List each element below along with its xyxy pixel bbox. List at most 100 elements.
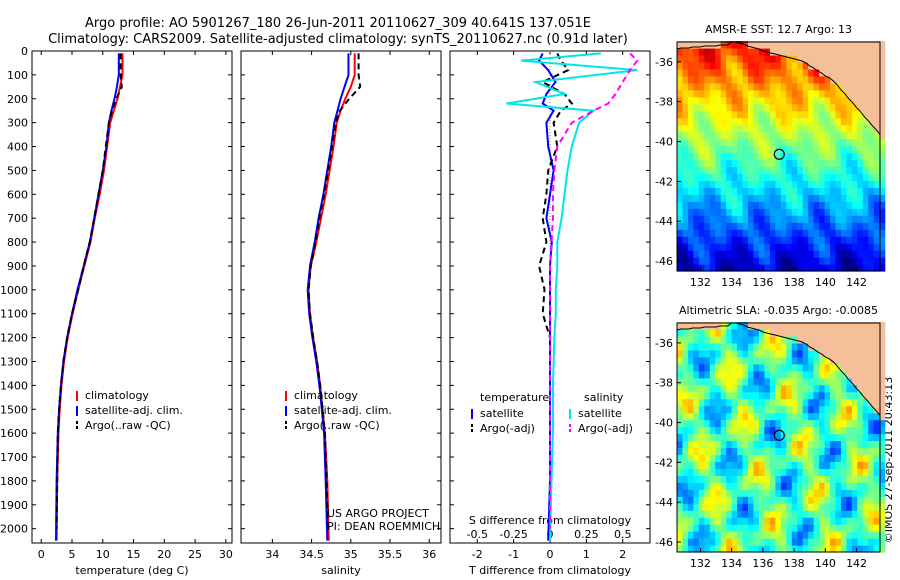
map-cell (682, 61, 689, 70)
map-cell (726, 89, 733, 98)
map-cell (758, 75, 766, 84)
map-cell (758, 454, 766, 462)
map-cell (851, 356, 858, 365)
map-cell (698, 201, 705, 209)
map-cell (786, 41, 793, 49)
map-cell (709, 236, 716, 244)
map-cell (786, 510, 793, 518)
map-cell (835, 243, 842, 251)
map-cell (824, 201, 831, 209)
map-cell (726, 419, 733, 428)
map-cell (851, 433, 858, 442)
map-cell (813, 131, 820, 140)
map-cell (830, 229, 837, 237)
x-tick-label: 2 (619, 548, 626, 561)
map-cell (758, 503, 766, 511)
map-cell (862, 96, 869, 105)
map-cell (715, 229, 722, 237)
map-cell (742, 117, 749, 126)
map-cell (775, 187, 782, 195)
map-cell (835, 166, 842, 175)
map-cell (824, 517, 831, 525)
map-cell (677, 398, 684, 407)
map-cell (824, 503, 831, 511)
map-cell (693, 61, 700, 70)
x-tick-label: 140 (815, 557, 836, 570)
map-cell (797, 496, 804, 504)
map-cell (737, 124, 744, 133)
map-cell (819, 335, 826, 344)
map-cell (731, 538, 738, 546)
map-cell (802, 41, 809, 49)
map-cell (715, 391, 722, 400)
map-cell (813, 138, 820, 147)
map-cell (775, 264, 782, 272)
y-tick-label: 1000 (0, 284, 28, 297)
map-cell (808, 524, 815, 532)
map-cell (824, 538, 831, 546)
map-cell (704, 398, 711, 407)
map-cell (693, 41, 700, 49)
map-cell (802, 545, 809, 553)
map-cell (824, 461, 831, 469)
map-cell (868, 75, 875, 84)
map-cell (862, 47, 869, 56)
map-cell (748, 103, 755, 112)
map-cell (813, 370, 820, 379)
map-cell (819, 54, 826, 63)
map-cell (819, 349, 826, 358)
map-cell (824, 531, 831, 539)
map-cell (687, 243, 694, 251)
map-cell (786, 152, 793, 161)
map-cell (720, 145, 727, 154)
map-cell (868, 342, 875, 351)
map-cell (764, 124, 771, 133)
map-cell (813, 454, 820, 462)
map-cell (791, 454, 798, 462)
map-cell (824, 173, 831, 181)
map-cell (753, 138, 760, 147)
map-cell (709, 538, 716, 546)
map-cell (851, 180, 858, 188)
map-cell (704, 545, 711, 553)
map-cell (731, 54, 738, 63)
map-cell (868, 145, 875, 154)
map-cell (802, 166, 809, 175)
map-cell (693, 482, 700, 490)
map-cell (753, 335, 760, 344)
map-cell (764, 433, 771, 442)
map-cell (677, 482, 684, 490)
map-cell (857, 482, 864, 490)
map-cell (857, 145, 864, 154)
map-cell (868, 222, 875, 230)
map-cell (726, 496, 733, 504)
map-cell (819, 229, 826, 237)
map-cell (862, 384, 869, 393)
map-cell (857, 468, 864, 476)
map-cell (846, 328, 853, 337)
map-cell (791, 524, 798, 532)
map-cell (726, 370, 733, 379)
map-cell (769, 75, 776, 84)
map-cell (748, 363, 755, 372)
map-cell (879, 243, 886, 251)
map-cell (677, 391, 684, 400)
map-cell (720, 159, 727, 168)
map-cell (769, 96, 776, 105)
map-cell (797, 510, 804, 518)
map-cell (731, 384, 738, 393)
map-cell (797, 110, 804, 119)
map-cell (682, 545, 689, 553)
map-cell (851, 517, 858, 525)
legend-label: satellite (480, 407, 524, 420)
map-cell (840, 152, 848, 161)
map-cell (835, 356, 842, 365)
map-cell (879, 468, 886, 476)
map-cell (687, 496, 694, 504)
map-frame (676, 41, 881, 272)
map-cell (786, 475, 793, 483)
map-cell (862, 61, 869, 70)
map-cell (835, 236, 842, 244)
map-cell (857, 110, 864, 119)
map-cell (868, 47, 875, 56)
